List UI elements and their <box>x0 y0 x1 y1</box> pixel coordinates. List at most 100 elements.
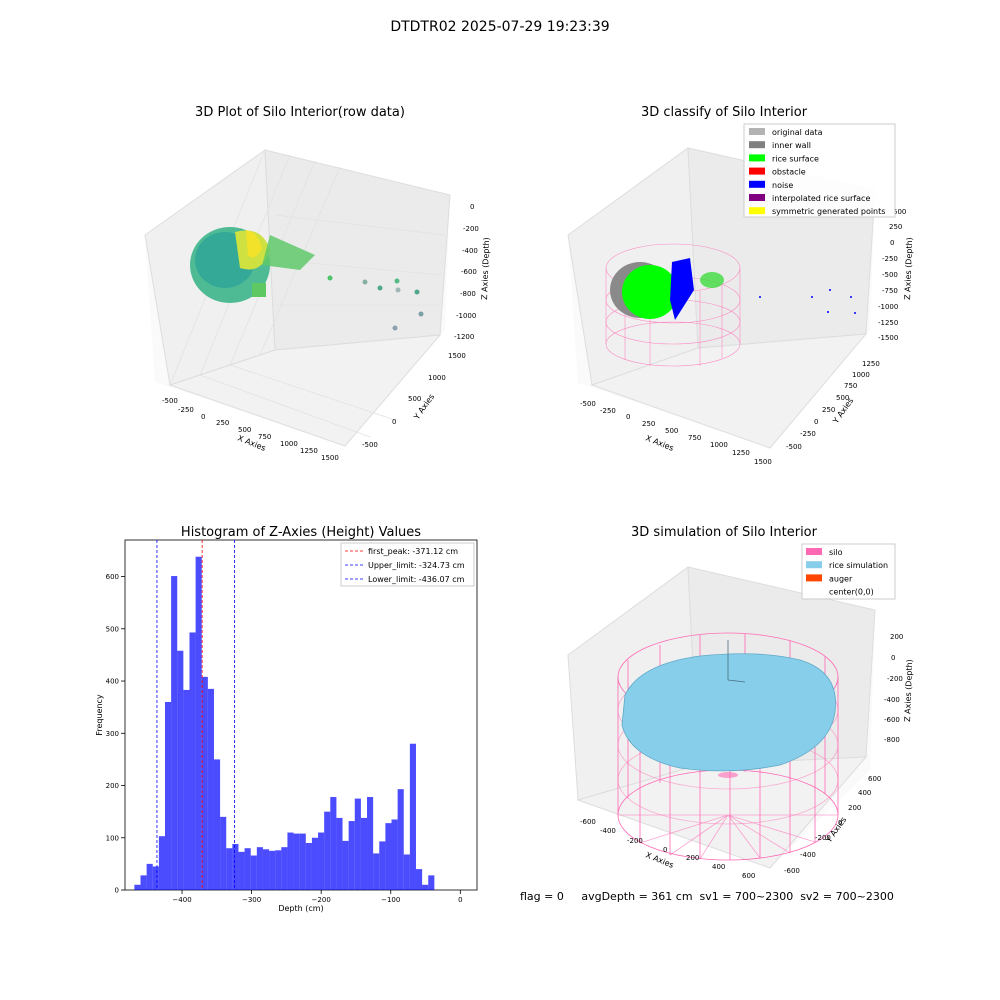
histogram-bar <box>275 850 282 890</box>
simulation-y-tick-labels: -600-400 -200 0 200 400 600 <box>784 775 881 875</box>
classify-z-tick-labels: 500 250 0 -250 -500 -750 -1000 -1250 -1500 <box>878 208 906 342</box>
histogram-bar <box>354 798 361 890</box>
raw-point-cloud <box>190 227 424 331</box>
histogram-bar <box>422 884 429 890</box>
svg-text:750: 750 <box>688 434 701 442</box>
svg-text:-750: -750 <box>882 287 898 295</box>
classify-rice-surface-points <box>622 265 724 319</box>
svg-text:250: 250 <box>822 406 835 414</box>
svg-text:500: 500 <box>238 426 251 434</box>
raw-panel-title: 3D Plot of Silo Interior(row data) <box>195 105 405 120</box>
classify-legend-label: original data <box>772 128 823 137</box>
classify-noise-points <box>670 258 856 320</box>
svg-text:-250: -250 <box>800 430 816 438</box>
histogram-y-tick-label: 0 <box>115 887 119 895</box>
simulation-z-axis-label: Z Axies (Depth) <box>903 659 914 722</box>
simulation-legend-swatch <box>806 574 822 582</box>
classify-z-axis-label: Z Axies (Depth) <box>903 237 914 300</box>
svg-text:750: 750 <box>844 382 857 390</box>
raw-y-tick-labels: -500 0 500 1000 1500 <box>362 352 466 449</box>
histogram-bar <box>189 632 196 890</box>
svg-text:1500: 1500 <box>321 454 339 462</box>
svg-text:-600: -600 <box>580 818 596 826</box>
svg-text:-250: -250 <box>600 407 616 415</box>
histogram-bar <box>207 688 214 890</box>
simulation-legend-label: silo <box>829 548 843 557</box>
svg-text:0: 0 <box>392 418 396 426</box>
classify-legend-label: rice surface <box>772 154 819 163</box>
histogram-bar <box>262 849 270 890</box>
simulation-legend-label: auger <box>829 574 853 583</box>
raw-z-tick-labels: 0 -200 -400 -600 -800 -1000 -1200 <box>454 203 479 341</box>
svg-text:-800: -800 <box>884 736 900 744</box>
simulation-legend: silo rice simulation auger center(0,0) <box>801 543 896 600</box>
raw-3d-axes-box <box>144 149 451 447</box>
histogram-bar <box>397 789 404 890</box>
histogram-x-tick-label: −200 <box>312 896 331 904</box>
svg-text:-1000: -1000 <box>456 312 476 320</box>
histogram-x-tick-label: −400 <box>172 896 191 904</box>
simulation-legend-swatch <box>806 561 822 569</box>
svg-text:0: 0 <box>626 413 630 421</box>
histogram-bar <box>201 676 208 890</box>
histogram-bars <box>134 556 435 890</box>
histogram-bar <box>348 821 355 890</box>
classify-y-tick-labels: -500 -250 0 250 500 750 1000 1250 <box>786 360 880 451</box>
histogram-bar <box>226 848 233 890</box>
svg-text:-1500: -1500 <box>878 334 898 342</box>
histogram-y-axis-label: Frequency <box>95 694 104 736</box>
histogram-bar <box>177 650 184 890</box>
histogram-bar <box>428 875 435 890</box>
classify-legend-label: symmetric generated points <box>772 207 885 216</box>
histogram-y-tick-label: 500 <box>106 625 119 633</box>
classify-legend-swatch <box>749 154 765 162</box>
svg-text:400: 400 <box>858 789 871 797</box>
svg-text:1500: 1500 <box>754 458 772 466</box>
panel-raw-data: 3D Plot of Silo Interior(row data) <box>144 105 491 462</box>
histogram-bar <box>293 833 300 890</box>
svg-text:-1000: -1000 <box>878 303 898 311</box>
svg-text:-500: -500 <box>162 397 178 405</box>
histogram-bar <box>409 743 416 890</box>
svg-text:1250: 1250 <box>732 449 750 457</box>
svg-text:-200: -200 <box>627 837 643 845</box>
svg-text:0: 0 <box>891 654 895 662</box>
histogram-bar <box>330 797 337 890</box>
histogram-legend-label: Upper_limit: -324.73 cm <box>368 561 465 570</box>
classify-legend-label: noise <box>772 181 793 190</box>
svg-text:1000: 1000 <box>280 440 298 448</box>
histogram-bar <box>318 832 325 890</box>
histogram-bar <box>391 819 398 890</box>
histogram-bar <box>213 759 221 890</box>
svg-text:0: 0 <box>838 819 842 827</box>
svg-text:1250: 1250 <box>862 360 880 368</box>
svg-text:-250: -250 <box>882 255 898 263</box>
svg-text:0: 0 <box>663 846 667 854</box>
histogram-y-tick-label: 600 <box>106 573 119 581</box>
simulation-x-tick-labels: -600 -400 -200 0 200 400 600 <box>580 818 755 880</box>
svg-text:-200: -200 <box>815 834 831 842</box>
svg-text:0: 0 <box>470 203 474 211</box>
svg-text:250: 250 <box>642 420 655 428</box>
histogram-bar <box>367 797 374 890</box>
histogram-bar <box>324 811 331 890</box>
histogram-bar <box>305 842 312 890</box>
histogram-bar <box>146 863 153 890</box>
histogram-bar <box>311 837 319 890</box>
histogram-bar <box>299 833 306 890</box>
classify-legend-swatch <box>749 128 765 135</box>
histogram-bar <box>250 855 257 890</box>
histogram-y-tick-label: 400 <box>106 678 119 686</box>
svg-text:750: 750 <box>258 433 271 441</box>
histogram-x-axis-label: Depth (cm) <box>278 904 323 913</box>
histogram-title: Histogram of Z-Axies (Height) Values <box>181 525 421 540</box>
classify-legend-swatch <box>749 180 765 188</box>
classify-legend-label: interpolated rice surface <box>772 194 870 203</box>
svg-text:-200: -200 <box>887 675 903 683</box>
histogram-bar <box>244 848 251 890</box>
svg-text:-400: -400 <box>800 851 816 859</box>
svg-text:500: 500 <box>836 394 849 402</box>
svg-text:-600: -600 <box>884 716 900 724</box>
svg-text:0: 0 <box>814 418 818 426</box>
